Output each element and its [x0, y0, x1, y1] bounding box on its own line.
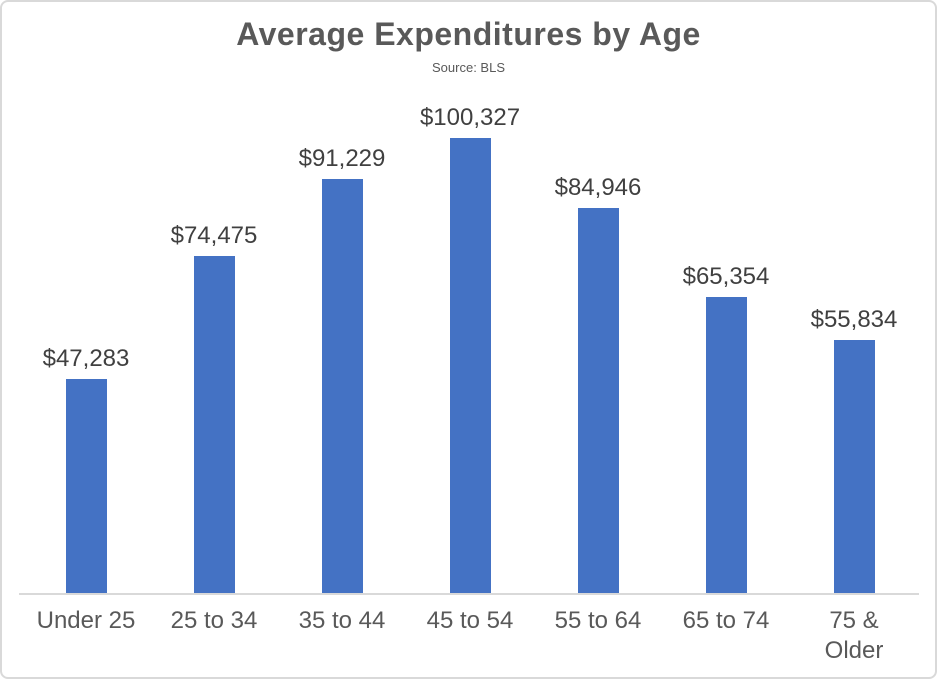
x-axis-label-text: 25 to 34 [170, 607, 258, 634]
x-axis-label: 75 & Older [790, 606, 918, 666]
bar-column: $55,834 [790, 98, 918, 594]
x-axis-label-text: 65 to 74 [682, 607, 770, 634]
bar-value-label: $100,327 [419, 104, 521, 131]
x-axis-label-text: 45 to 54 [426, 607, 514, 634]
bar [65, 379, 107, 594]
x-axis-label-text: 75 & Older [824, 607, 884, 664]
x-axis-line [19, 593, 919, 595]
x-axis-label-text: 55 to 64 [554, 607, 642, 634]
x-axis-label: 65 to 74 [662, 606, 790, 636]
bar [833, 340, 875, 594]
bar-value-label: $91,229 [298, 145, 386, 172]
plot-area: $47,283 $74,475 $91,229 $100,327 $84,946 $65,… [22, 98, 918, 594]
bar-column: $100,327 [406, 98, 534, 594]
bar-value-label: $65,354 [682, 263, 770, 290]
chart-subtitle: Source: BLS [432, 60, 505, 75]
bar-column: $47,283 [22, 98, 150, 594]
bar-value-label: $84,946 [554, 174, 642, 201]
x-axis-label: Under 25 [22, 606, 150, 636]
bar [705, 297, 747, 594]
x-axis-labels: Under 25 25 to 34 35 to 44 45 to 54 55 to 64… [22, 606, 918, 666]
bar-column: $91,229 [278, 98, 406, 594]
bar-value-label: $74,475 [170, 222, 258, 249]
bar-column: $65,354 [662, 98, 790, 594]
chart-title: Average Expenditures by Age [236, 16, 701, 52]
bar-column: $74,475 [150, 98, 278, 594]
bar [321, 179, 363, 594]
x-axis-label: 55 to 64 [534, 606, 662, 636]
bar-value-label: $47,283 [42, 345, 130, 372]
bar [577, 208, 619, 594]
x-axis-label: 35 to 44 [278, 606, 406, 636]
x-axis-label-text: 35 to 44 [298, 607, 386, 634]
x-axis-label: 25 to 34 [150, 606, 278, 636]
bar-value-label: $55,834 [810, 306, 898, 333]
bar [449, 138, 491, 594]
x-axis-label: 45 to 54 [406, 606, 534, 636]
bar [193, 256, 235, 594]
x-axis-label-text: Under 25 [36, 607, 136, 634]
bar-column: $84,946 [534, 98, 662, 594]
